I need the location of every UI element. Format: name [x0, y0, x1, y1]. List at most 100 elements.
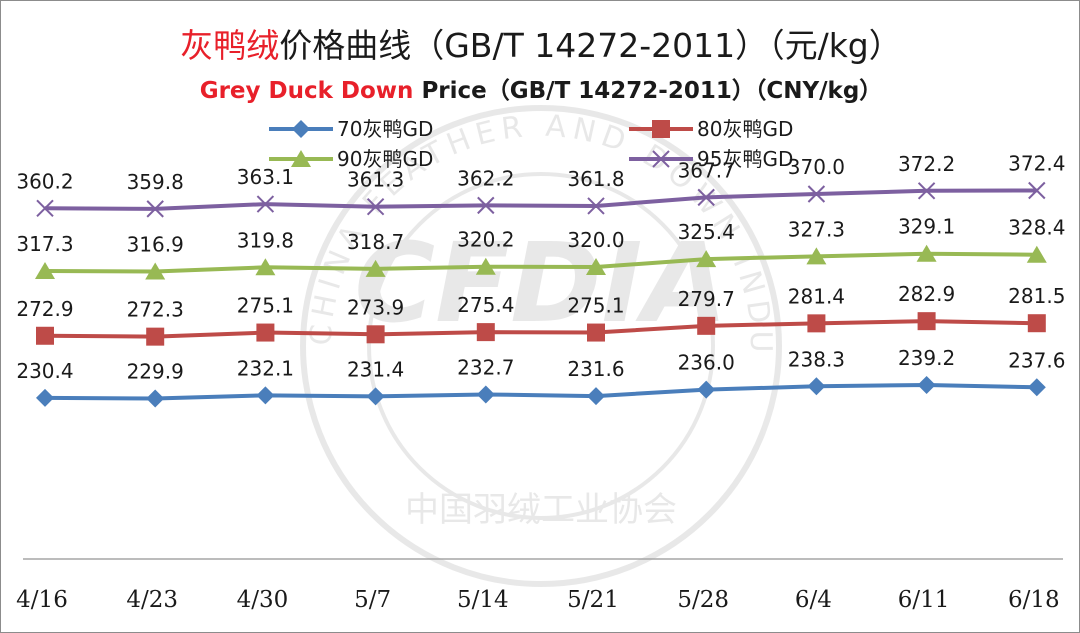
- data-label: 327.3: [788, 217, 845, 241]
- data-label: 325.4: [678, 220, 735, 244]
- data-point: [476, 323, 495, 342]
- data-label: 275.1: [567, 294, 624, 318]
- x-tick-label: 5/14: [457, 587, 509, 613]
- data-label: 372.2: [898, 152, 955, 176]
- data-label: 230.4: [16, 359, 73, 383]
- data-point: [807, 377, 826, 396]
- data-point: [917, 312, 936, 331]
- legend-entry: 95灰鸭GD: [629, 147, 793, 171]
- data-point: [807, 314, 826, 333]
- data-point: [807, 185, 826, 203]
- x-tick-label: 4/30: [237, 587, 289, 613]
- data-label: 238.3: [788, 347, 845, 371]
- data-point: [256, 195, 275, 213]
- data-point: [36, 326, 54, 345]
- data-label: 273.9: [347, 295, 404, 319]
- data-label: 329.1: [898, 215, 955, 239]
- data-label: 359.8: [127, 170, 184, 194]
- data-point: [145, 262, 166, 280]
- data-point: [1028, 181, 1046, 200]
- data-label: 317.3: [16, 232, 73, 256]
- data-label: 236.0: [678, 351, 735, 375]
- data-point: [36, 388, 54, 407]
- data-label: 320.2: [457, 228, 514, 252]
- series-x: 360.2 359.8 363.1 361.3 362.2 361.8 367.7 370.0…: [16, 151, 1065, 218]
- data-label: 272.9: [16, 297, 73, 321]
- x-tick-label: 5/28: [677, 587, 729, 613]
- data-point: [916, 244, 937, 262]
- data-label: 361.8: [567, 167, 624, 191]
- data-label: 281.4: [788, 284, 845, 308]
- data-label: 372.4: [1008, 151, 1065, 175]
- data-point: [477, 196, 495, 215]
- data-label: 282.9: [898, 282, 955, 306]
- data-label: 231.4: [347, 357, 404, 381]
- data-point: [917, 375, 936, 394]
- data-label: 362.2: [457, 166, 514, 190]
- data-point: [146, 389, 165, 408]
- data-label: 237.6: [1008, 348, 1065, 372]
- data-label: 361.3: [347, 168, 404, 192]
- legend-label: 80灰鸭GD: [697, 117, 793, 141]
- data-point: [697, 316, 716, 335]
- data-label: 275.4: [457, 293, 514, 317]
- data-point: [1026, 245, 1047, 263]
- data-label: 279.7: [678, 287, 735, 311]
- x-tick-label: 6/18: [1008, 587, 1060, 613]
- data-point: [256, 323, 275, 342]
- chart-title-cn-rest: 价格曲线（GB/T 14272-2011）（元/kg）: [279, 26, 902, 65]
- data-point: [256, 386, 275, 405]
- data-label: 232.1: [237, 356, 294, 380]
- legend-label: 95灰鸭GD: [697, 147, 793, 171]
- series-line: [44, 188, 1037, 211]
- data-point: [35, 261, 55, 279]
- watermark-bottom-text: 中国羽绒工业协会: [405, 490, 677, 530]
- data-point: [697, 188, 715, 207]
- data-point: [365, 259, 386, 277]
- data-point: [146, 327, 165, 346]
- series-diamond: 230.4 229.9 232.1 231.4 232.7 231.6 236.0 238.3…: [16, 346, 1065, 408]
- data-label: 272.3: [127, 298, 184, 322]
- series-line: [44, 382, 1037, 401]
- data-label: 363.1: [237, 165, 294, 189]
- data-point: [255, 258, 276, 276]
- series-square: 272.9 272.3 275.1 273.9 275.4 275.1 279.7 281.4…: [16, 282, 1065, 346]
- data-label: 320.0: [567, 228, 624, 252]
- x-tick-label: 5/7: [354, 587, 391, 613]
- legend-label: 70灰鸭GD: [337, 117, 433, 141]
- data-label: 360.2: [16, 169, 73, 193]
- data-point: [696, 250, 717, 268]
- data-point: [366, 387, 385, 406]
- x-axis-ticks: 4/16 4/23 4/30 5/7 5/14 5/21 5/28 6/4 6/11 6/18: [16, 587, 1059, 613]
- data-point: [1027, 378, 1046, 397]
- data-point: [36, 199, 54, 218]
- data-point: [586, 258, 606, 275]
- watermark-center-text: CFDIA: [354, 219, 727, 347]
- data-label: 229.9: [127, 360, 184, 384]
- data-label: 232.7: [457, 355, 514, 379]
- data-point: [475, 257, 496, 275]
- x-tick-label: 6/4: [795, 587, 832, 613]
- legend-marker: [652, 120, 670, 138]
- x-tick-label: 6/11: [898, 587, 950, 613]
- data-label: 316.9: [127, 233, 184, 257]
- data-point: [146, 200, 164, 218]
- data-label: 328.4: [1008, 216, 1065, 240]
- x-tick-label: 4/16: [16, 587, 68, 613]
- legend-marker: [652, 150, 670, 168]
- data-label: 239.2: [898, 346, 955, 370]
- series-triangle: 317.3 316.9 319.8 318.7 320.2 320.0 325.4 327.3…: [16, 215, 1065, 280]
- plot-area: 230.4 229.9 232.1 231.4 232.7 231.6 236.0 238.3…: [16, 151, 1065, 408]
- data-point: [476, 385, 495, 404]
- data-point: [917, 182, 936, 200]
- chart-legend: 70灰鸭GD 80灰鸭GD 90灰鸭GD 95灰鸭GD: [269, 117, 793, 171]
- legend-label: 90灰鸭GD: [337, 147, 433, 171]
- series-line: [44, 251, 1037, 274]
- legend-entry: 70灰鸭GD: [269, 117, 433, 141]
- legend-marker: [291, 150, 311, 167]
- x-tick-label: 4/23: [126, 587, 178, 613]
- data-label: 319.8: [237, 228, 294, 252]
- data-point: [1027, 314, 1046, 333]
